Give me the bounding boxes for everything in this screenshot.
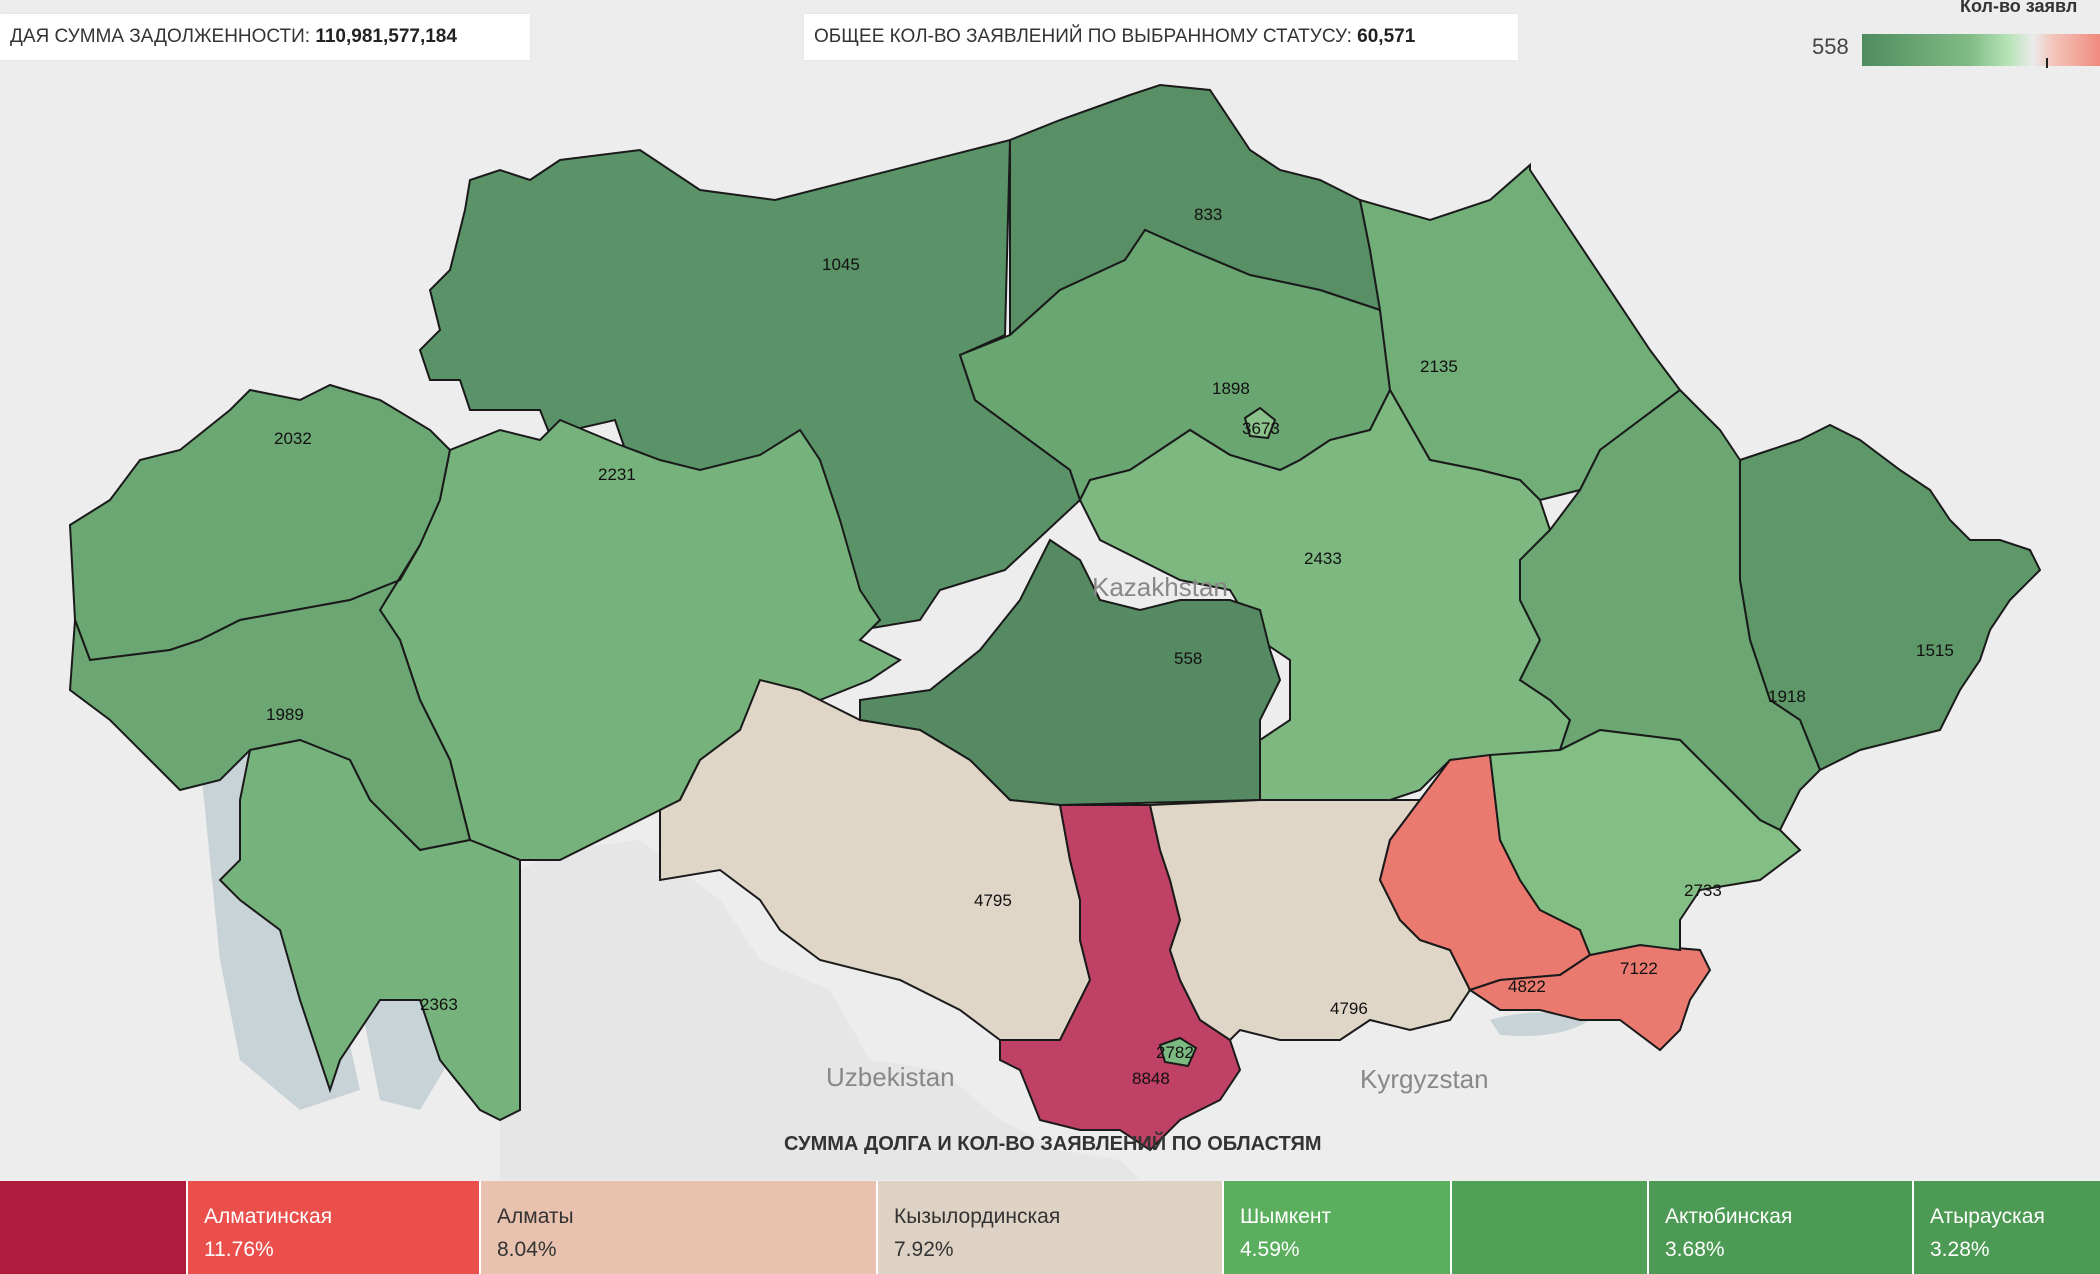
region-label-2363: 2363 [420, 995, 458, 1014]
region-label-3673: 3673 [1242, 419, 1280, 438]
region-label-2032: 2032 [274, 429, 312, 448]
treemap-tile-almatinskaya[interactable]: Алматинская 11.76% [188, 1181, 481, 1274]
treemap-tile[interactable] [1452, 1181, 1649, 1274]
treemap-tile-name: Актюбинская [1665, 1205, 1793, 1228]
region-label-1898: 1898 [1212, 379, 1250, 398]
treemap-tile-percent: 8.04% [497, 1238, 557, 1261]
issyk-kul-lake [1490, 1012, 1590, 1036]
treemap-tile-shymkent[interactable]: Шымкент 4.59% [1224, 1181, 1452, 1274]
treemap-tile-percent: 11.76% [204, 1238, 274, 1261]
treemap-tile-percent: 4.59% [1240, 1238, 1300, 1261]
treemap-tile-kyzylorda[interactable]: Кызылординская 7.92% [878, 1181, 1224, 1274]
treemap-tile-percent: 3.68% [1665, 1238, 1725, 1261]
treemap-tile-almaty[interactable]: Алматы 8.04% [481, 1181, 878, 1274]
region-label-558: 558 [1174, 649, 1202, 668]
treemap-tile-atyrau[interactable]: Атырауская 3.28% [1914, 1181, 2100, 1274]
regions-layer [68, 83, 2042, 1152]
country-label-kyrgyzstan: Kyrgyzstan [1360, 1064, 1489, 1094]
treemap-tile-name: Атырауская [1930, 1205, 2045, 1228]
map-title: СУММА ДОЛГА И КОЛ-ВО ЗАЯВЛЕНИЙ ПО ОБЛАСТ… [784, 1131, 1322, 1155]
region-label-1515: 1515 [1916, 641, 1954, 660]
region-label-4822: 4822 [1508, 977, 1546, 996]
total-applications-value: 60,571 [1357, 26, 1416, 47]
region-label-833: 833 [1194, 205, 1222, 224]
choropleth-map[interactable]: Kazakhstan Uzbekistan Kyrgyzstan 1045 83… [0, 0, 2100, 1180]
legend-min-value: 558 [1812, 34, 1849, 59]
region-label-2433: 2433 [1304, 549, 1342, 568]
region-3673[interactable] [1243, 406, 1277, 440]
map-area[interactable]: Kazakhstan Uzbekistan Kyrgyzstan 1045 83… [0, 0, 2100, 1180]
region-2363[interactable] [218, 738, 521, 1122]
region-label-2135: 2135 [1420, 357, 1458, 376]
legend-title: Кол-во заявл [1960, 0, 2078, 16]
treemap-tile[interactable] [0, 1181, 188, 1274]
region-label-8848: 8848 [1132, 1069, 1170, 1088]
region-2733[interactable] [1488, 728, 1802, 957]
region-label-1989: 1989 [266, 705, 304, 724]
region-label-7122: 7122 [1620, 959, 1658, 978]
treemap-tile-name: Кызылординская [894, 1205, 1061, 1228]
region-label-1918: 1918 [1768, 687, 1806, 706]
region-label-2231: 2231 [598, 465, 636, 484]
region-label-2782: 2782 [1156, 1043, 1194, 1062]
region-1989[interactable] [68, 544, 472, 852]
treemap-tile-percent: 7.92% [894, 1238, 954, 1261]
uzbekistan-area [500, 840, 1140, 1180]
color-legend[interactable]: Кол-во заявл 558 [1790, 0, 2100, 80]
region-treemap: Алматинская 11.76% Алматы 8.04% Кызылорд… [0, 1181, 2100, 1274]
total-debt-kpi: ДАЯ СУММА ЗАДОЛЖЕННОСТИ: 110,981,577,184 [0, 14, 530, 60]
total-applications-label: ОБЩЕЕ КОЛ-ВО ЗАЯВЛЕНИЙ ПО ВЫБРАННОМУ СТА… [814, 26, 1352, 47]
total-debt-label: ДАЯ СУММА ЗАДОЛЖЕННОСТИ: [10, 26, 311, 47]
region-label-4796: 4796 [1330, 999, 1368, 1018]
total-applications-kpi: ОБЩЕЕ КОЛ-ВО ЗАЯВЛЕНИЙ ПО ВЫБРАННОМУ СТА… [804, 14, 1518, 60]
legend-marker [2046, 58, 2048, 68]
country-label-kazakhstan: Kazakhstan [1092, 572, 1228, 602]
treemap-tile-percent: 3.28% [1930, 1238, 1990, 1261]
region-2782[interactable] [1158, 1036, 1198, 1068]
region-label-2733: 2733 [1684, 881, 1722, 900]
treemap-tile-aktobe[interactable]: Актюбинская 3.68% [1649, 1181, 1914, 1274]
treemap-tile-name: Шымкент [1240, 1205, 1332, 1228]
region-label-4795: 4795 [974, 891, 1012, 910]
country-label-uzbekistan: Uzbekistan [826, 1062, 955, 1092]
treemap-tile-name: Алматы [497, 1205, 574, 1228]
treemap-tile-name: Алматинская [204, 1205, 333, 1228]
region-7122[interactable] [1467, 943, 1712, 1052]
region-label-1045: 1045 [822, 255, 860, 274]
legend-gradient[interactable] [1862, 34, 2100, 66]
total-debt-value: 110,981,577,184 [315, 26, 457, 47]
region-labels: 1045 833 1898 3673 2135 2032 2231 2433 5… [266, 205, 1954, 1088]
